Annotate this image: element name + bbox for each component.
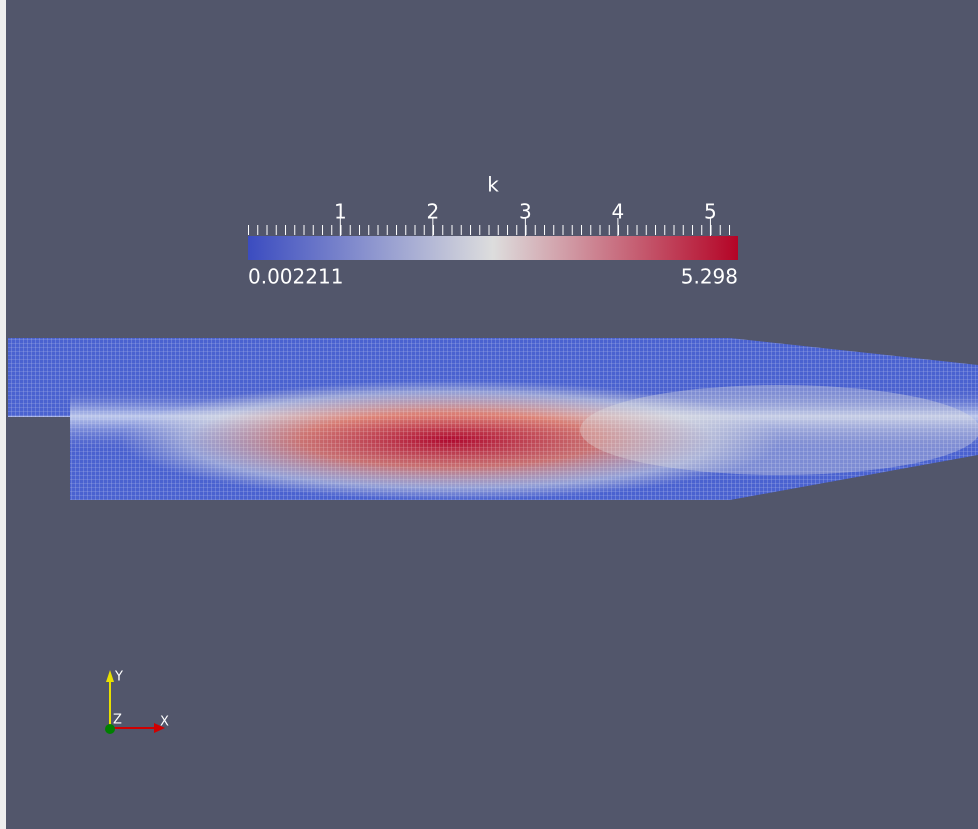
minor-ticks (248, 225, 738, 235)
tick-label: 3 (519, 200, 532, 224)
tick-label: 1 (334, 200, 347, 224)
y-arrow (106, 670, 114, 682)
x-axis-label: X (160, 715, 169, 730)
tick-label: 4 (612, 200, 625, 224)
color-legend: k 0.002211 5.298 1 2 3 4 5 (248, 173, 738, 289)
z-axis-label: Z (113, 713, 122, 728)
y-axis-label: Y (114, 670, 123, 685)
tick-label: 2 (426, 200, 439, 224)
range-min-label: 0.002211 (248, 265, 343, 289)
z-axis (105, 724, 115, 734)
tick-label: 5 (704, 200, 717, 224)
legend-title: k (487, 173, 499, 197)
range-max-label: 5.298 (681, 265, 738, 289)
mesh (8, 338, 978, 500)
orientation-axes: Y X Z (105, 670, 169, 734)
color-bar (248, 236, 738, 260)
x-arrow (154, 723, 165, 733)
